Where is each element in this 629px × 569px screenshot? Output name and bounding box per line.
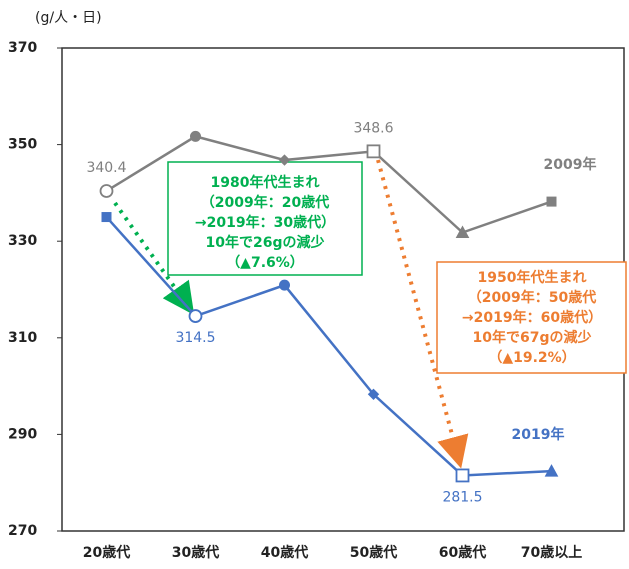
point	[279, 279, 290, 291]
x-tick-label: 60歳代	[439, 544, 486, 561]
y-axis-label: (g/人・日)	[35, 10, 102, 26]
value-label: 340.4	[86, 160, 126, 176]
y-tick-label: 370	[8, 40, 37, 56]
point	[278, 154, 291, 166]
point	[366, 144, 381, 159]
point	[367, 388, 380, 401]
annotation-text: 1980年代生まれ	[211, 174, 320, 191]
orange-box	[436, 261, 627, 374]
value-label: 281.5	[442, 489, 482, 505]
y-tick-label: 270	[8, 523, 37, 539]
x-tick-label: 50歳代	[350, 544, 397, 561]
point	[544, 464, 559, 477]
annotation-text: （2009年：50歳代	[468, 289, 596, 306]
series-label: 2009年	[544, 156, 597, 173]
y-tick-label: 350	[8, 137, 37, 153]
series-line	[105, 135, 552, 234]
point	[99, 184, 114, 198]
green-box	[167, 161, 363, 276]
y-tick-label: 310	[8, 330, 37, 346]
annotation-text: 1950年代生まれ	[478, 269, 587, 286]
annotation-text: 10年で26gの減少	[206, 234, 325, 251]
y-tick-label: 290	[8, 426, 37, 442]
x-tick-label: 30歳代	[172, 544, 219, 561]
annotation-text: →2019年：60歳代）	[462, 309, 602, 326]
point	[188, 309, 203, 323]
annotation-text: 10年で67gの減少	[473, 329, 592, 346]
point	[101, 212, 112, 223]
point	[190, 130, 201, 142]
annotation-text: （▲19.2%）	[488, 350, 575, 366]
point	[546, 196, 557, 207]
annotation-text: （2009年：20歳代	[201, 194, 329, 211]
annotation-text: →2019年：30歳代）	[195, 214, 335, 231]
series-label: 2019年	[512, 426, 565, 443]
value-label: 314.5	[175, 330, 215, 346]
point	[455, 225, 470, 239]
annotation-text: （▲7.6%）	[226, 255, 304, 271]
series-line	[105, 216, 552, 477]
point	[455, 468, 470, 483]
value-label: 348.6	[353, 120, 393, 136]
x-tick-label: 70歳以上	[521, 544, 582, 561]
x-tick-label: 20歳代	[83, 544, 130, 561]
x-tick-label: 40歳代	[261, 544, 308, 561]
green-arrow	[113, 201, 195, 316]
y-tick-label: 330	[8, 233, 37, 249]
orange-arrow	[376, 159, 469, 469]
